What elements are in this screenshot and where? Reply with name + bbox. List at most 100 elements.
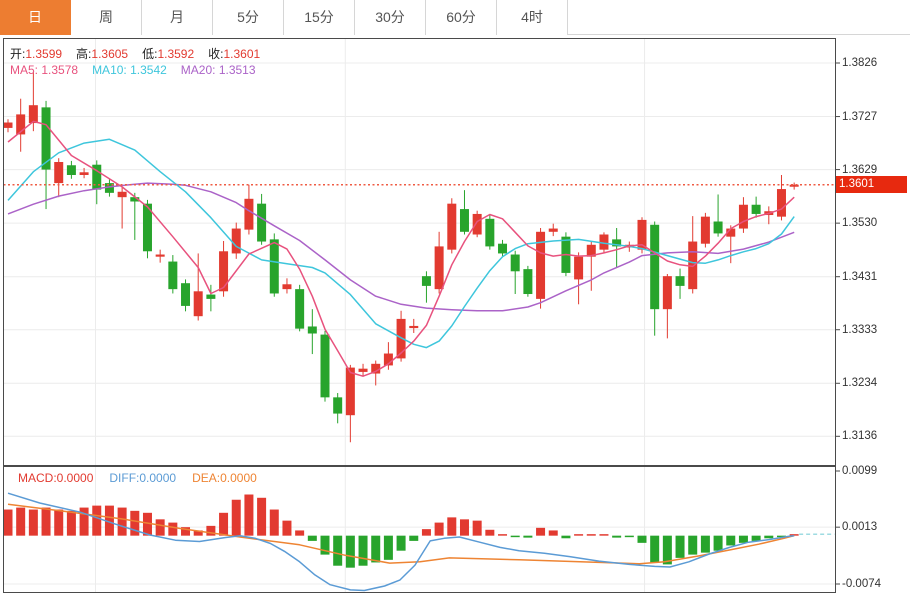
macd-bar (181, 527, 191, 536)
macd-bar (155, 519, 165, 536)
price-axis-label: 1.3431 (842, 270, 878, 283)
macd-bar (269, 509, 279, 536)
macd-bar (371, 535, 381, 563)
macd-bar (510, 535, 520, 538)
macd-bar (3, 509, 13, 536)
ma5-readout: MA5: 1.3578 (10, 63, 79, 77)
tab-15min[interactable]: 15分 (284, 0, 355, 35)
macd-bar (41, 507, 51, 536)
candle-up (117, 191, 127, 198)
tab-day[interactable]: 日 (0, 0, 71, 35)
tab-30min[interactable]: 30分 (355, 0, 426, 35)
candle-up (396, 318, 406, 359)
dea-line (7, 503, 795, 565)
tab-month[interactable]: 月 (142, 0, 213, 35)
macd-bar (206, 525, 216, 536)
candle-up (726, 228, 736, 237)
candle-up (193, 291, 203, 317)
candle-down (41, 107, 51, 170)
ma20-readout: MA20: 1.3513 (180, 63, 256, 77)
macd-bar (168, 522, 178, 536)
candle-down (498, 243, 508, 254)
candle-up (3, 122, 13, 128)
candle-up (574, 256, 584, 280)
macd-axis-label: -0.0074 (842, 578, 882, 590)
macd-bar (485, 529, 495, 536)
macd-bar (79, 507, 89, 536)
macd-bar (650, 535, 660, 563)
macd-bar (54, 509, 64, 536)
macd-axis-label: 0.0013 (842, 521, 878, 534)
macd-bar (396, 535, 406, 551)
macd-bar (130, 510, 140, 536)
candle-down (675, 276, 685, 286)
macd-bar (383, 535, 393, 560)
timeframe-tabs: 日 周 月 5分 15分 30分 60分 4时 (0, 0, 910, 35)
macd-bar (764, 535, 774, 539)
macd-bar (637, 535, 647, 543)
ma20-line (7, 182, 795, 312)
macd-readout: MACD:0.0000 (18, 471, 94, 485)
macd-bar (244, 494, 254, 536)
macd-bar (624, 535, 634, 538)
tab-5min[interactable]: 5分 (213, 0, 284, 35)
price-axis-label: 1.3629 (842, 163, 878, 176)
candle-down (295, 289, 305, 329)
ma5-line (7, 120, 795, 377)
candle-down (307, 326, 317, 334)
price-axis-label: 1.3530 (842, 217, 878, 230)
macd-bar (586, 534, 596, 536)
tab-week[interactable]: 周 (71, 0, 142, 35)
macd-legend: MACD:0.0000 DIFF:0.0000 DEA:0.0000 (18, 471, 273, 485)
candle-up (219, 251, 229, 292)
macd-panel-border (3, 466, 836, 593)
candle-down (485, 218, 495, 247)
candle-down (751, 204, 761, 214)
tab-60min[interactable]: 60分 (426, 0, 497, 35)
candle-up (700, 216, 710, 244)
current-price-tag: 1.3601 (836, 176, 907, 194)
macd-bar (688, 535, 698, 555)
diff-line (7, 492, 795, 592)
macd-bar (561, 535, 571, 539)
tab-4hour[interactable]: 4时 (497, 0, 568, 35)
macd-bar (358, 535, 368, 566)
candle-up (282, 284, 292, 290)
candle-up (54, 162, 64, 184)
macd-bar (28, 509, 38, 536)
candle-up (789, 184, 799, 187)
candle-up (472, 213, 482, 235)
candle-up (536, 231, 546, 299)
macd-bar (612, 535, 622, 538)
candle-down (142, 203, 152, 252)
candle-up (599, 234, 609, 250)
macd-bar (662, 535, 672, 565)
macd-bar (409, 535, 419, 541)
candle-down (257, 203, 267, 242)
candle-up (662, 276, 672, 310)
candle-up (371, 363, 381, 374)
macd-bar (675, 535, 685, 558)
candle-down (713, 221, 723, 234)
candle-down (650, 224, 660, 310)
price-axis-label: 1.3234 (842, 377, 878, 390)
candle-up (447, 203, 457, 250)
macd-bar (66, 510, 76, 536)
candle-up (79, 172, 89, 175)
candle-down (92, 164, 102, 190)
candle-up (358, 368, 368, 372)
macd-bar (231, 499, 241, 536)
candle-down (421, 276, 431, 286)
macd-bar (523, 535, 533, 538)
candle-up (155, 254, 165, 257)
candle-down (510, 254, 520, 272)
macd-bar (421, 529, 431, 536)
candle-down (333, 397, 343, 414)
candle-up (434, 246, 444, 290)
macd-bar (700, 535, 710, 553)
candle-down (523, 269, 533, 295)
close-readout: 收:1.3601 (208, 47, 261, 61)
macd-bar (307, 535, 317, 541)
